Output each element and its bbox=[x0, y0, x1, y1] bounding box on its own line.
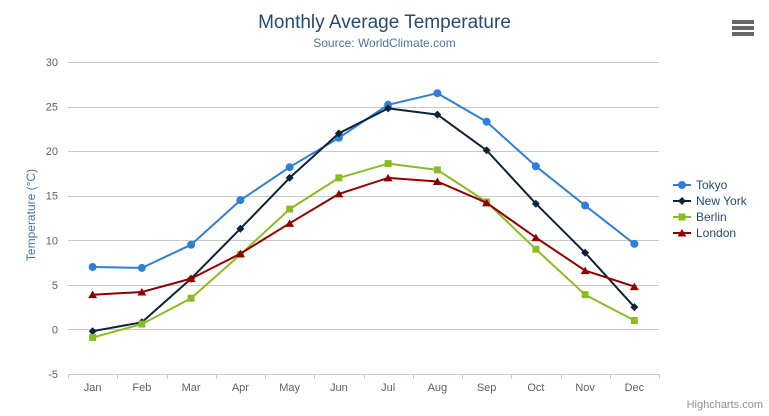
point-london-mar[interactable] bbox=[186, 274, 196, 283]
point-berlin-aug[interactable] bbox=[433, 166, 441, 174]
x-axis-tick-label: Feb bbox=[132, 382, 151, 394]
series-line-new-york[interactable] bbox=[91, 107, 636, 333]
point-new-york-jun[interactable] bbox=[334, 129, 343, 138]
x-axis-tick-label: Mar bbox=[182, 382, 201, 394]
point-berlin-feb[interactable] bbox=[138, 320, 146, 328]
legend-marker-square-icon bbox=[673, 213, 691, 221]
legend-marker-shape[interactable] bbox=[677, 229, 687, 237]
legend-marker-shape[interactable] bbox=[678, 181, 686, 189]
point-london-may[interactable] bbox=[285, 219, 295, 227]
point-tokyo-aug[interactable] bbox=[433, 89, 442, 98]
legend-marker-diamond-icon bbox=[673, 197, 691, 205]
legend-item-new-york[interactable]: New York bbox=[672, 194, 747, 208]
point-london-feb[interactable] bbox=[137, 287, 147, 296]
point-berlin-jul[interactable] bbox=[384, 160, 392, 168]
chart-title: Monthly Average Temperature bbox=[258, 12, 511, 33]
point-london-jan[interactable] bbox=[88, 290, 98, 299]
y-axis-title: Temperature (°C) bbox=[24, 168, 38, 262]
legend-label: Tokyo bbox=[696, 178, 728, 192]
point-tokyo-nov[interactable] bbox=[581, 201, 590, 210]
x-axis-tick-label: Nov bbox=[575, 382, 595, 394]
point-london-jul[interactable] bbox=[383, 173, 393, 182]
point-new-york-sep[interactable] bbox=[482, 146, 491, 155]
point-berlin-may[interactable] bbox=[286, 205, 294, 213]
point-new-york-dec[interactable] bbox=[630, 303, 639, 312]
point-tokyo-jan[interactable] bbox=[88, 263, 97, 272]
hamburger-icon bbox=[732, 26, 754, 30]
point-berlin-nov[interactable] bbox=[581, 291, 589, 299]
x-axis-tick-label: Jul bbox=[381, 382, 395, 394]
x-axis-tick-label: Jun bbox=[330, 382, 348, 394]
y-axis-tick-label: 30 bbox=[46, 57, 58, 69]
legend-label: Berlin bbox=[696, 210, 727, 224]
point-berlin-oct[interactable] bbox=[532, 245, 540, 253]
point-tokyo-sep[interactable] bbox=[482, 117, 491, 126]
series-line-london[interactable] bbox=[91, 176, 636, 296]
legend-marker-triangle-icon bbox=[673, 229, 691, 237]
point-new-york-nov[interactable] bbox=[581, 248, 590, 257]
point-new-york-aug[interactable] bbox=[433, 110, 442, 119]
legend-label: New York bbox=[696, 194, 747, 208]
point-new-york-jan[interactable] bbox=[88, 327, 97, 336]
y-axis-tick-label: 20 bbox=[46, 146, 58, 158]
point-new-york-jul[interactable] bbox=[384, 104, 393, 113]
x-axis-tick-label: Oct bbox=[527, 382, 544, 394]
legend: Tokyo New York Berlin London bbox=[672, 178, 747, 240]
point-berlin-dec[interactable] bbox=[630, 317, 638, 325]
y-axis-tick-label: 0 bbox=[52, 324, 58, 336]
point-london-dec[interactable] bbox=[629, 282, 639, 291]
legend-item-berlin[interactable]: Berlin bbox=[672, 210, 747, 224]
point-tokyo-oct[interactable] bbox=[531, 162, 540, 171]
hamburger-icon bbox=[732, 20, 754, 24]
point-berlin-jun[interactable] bbox=[335, 174, 343, 182]
point-berlin-mar[interactable] bbox=[187, 294, 195, 302]
point-london-apr[interactable] bbox=[235, 249, 245, 258]
x-axis-tick-label: Sep bbox=[477, 382, 497, 394]
credits-link[interactable]: Highcharts.com bbox=[686, 399, 763, 411]
legend-item-london[interactable]: London bbox=[672, 226, 747, 240]
legend-marker-shape[interactable] bbox=[678, 197, 686, 205]
point-london-sep[interactable] bbox=[482, 198, 492, 207]
point-london-aug[interactable] bbox=[432, 177, 442, 185]
y-axis-tick-label: 5 bbox=[52, 280, 58, 292]
point-berlin-jan[interactable] bbox=[89, 333, 97, 341]
series-line-tokyo[interactable] bbox=[91, 92, 636, 269]
point-new-york-apr[interactable] bbox=[236, 224, 245, 233]
x-axis-tick-label: Aug bbox=[428, 382, 448, 394]
point-tokyo-feb[interactable] bbox=[137, 263, 146, 272]
point-new-york-may[interactable] bbox=[285, 173, 294, 182]
legend-marker-shape[interactable] bbox=[678, 213, 686, 221]
point-tokyo-mar[interactable] bbox=[187, 240, 196, 249]
series-line-berlin[interactable] bbox=[91, 162, 636, 339]
point-london-nov[interactable] bbox=[580, 266, 590, 275]
x-axis-tick-label: Dec bbox=[625, 382, 645, 394]
x-axis-tick-label: May bbox=[279, 382, 300, 394]
legend-label: London bbox=[696, 226, 737, 240]
legend-marker-circle-icon bbox=[673, 181, 691, 189]
hamburger-icon bbox=[732, 32, 754, 36]
y-axis-tick-label: -5 bbox=[48, 369, 58, 381]
x-axis-tick-label: Jan bbox=[84, 382, 102, 394]
y-axis-tick-label: 10 bbox=[46, 235, 58, 247]
export-menu-button[interactable] bbox=[729, 17, 757, 41]
x-axis-tick-label: Apr bbox=[232, 382, 249, 394]
chart-subtitle: Source: WorldClimate.com bbox=[313, 36, 456, 50]
point-london-jun[interactable] bbox=[334, 189, 344, 198]
y-axis-tick-label: 25 bbox=[46, 102, 58, 114]
point-tokyo-apr[interactable] bbox=[236, 196, 245, 205]
y-axis-tick-label: 15 bbox=[46, 191, 58, 203]
point-london-oct[interactable] bbox=[531, 233, 541, 242]
point-tokyo-dec[interactable] bbox=[630, 239, 639, 248]
legend-item-tokyo[interactable]: Tokyo bbox=[672, 178, 747, 192]
point-tokyo-may[interactable] bbox=[285, 163, 294, 172]
point-new-york-oct[interactable] bbox=[531, 199, 540, 208]
